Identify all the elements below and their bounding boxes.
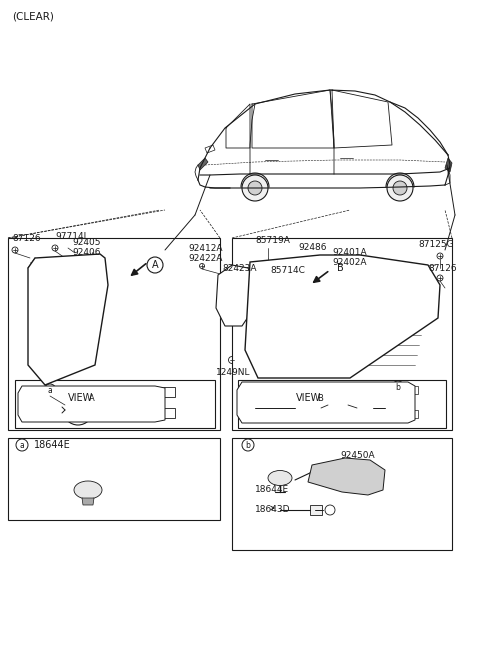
Polygon shape — [445, 158, 452, 172]
Text: a: a — [20, 440, 24, 450]
Circle shape — [295, 395, 321, 421]
Bar — [238, 386, 250, 394]
Text: b: b — [246, 440, 251, 450]
Text: A: A — [152, 260, 158, 270]
Circle shape — [242, 439, 254, 451]
Bar — [8, 238, 220, 430]
Circle shape — [12, 247, 18, 253]
Text: 18644E: 18644E — [34, 440, 71, 450]
Circle shape — [44, 384, 56, 396]
Text: (CLEAR): (CLEAR) — [12, 11, 54, 21]
Polygon shape — [28, 254, 108, 385]
Bar — [310, 505, 322, 515]
Text: 92406: 92406 — [72, 247, 100, 257]
Text: a: a — [48, 386, 52, 394]
Circle shape — [313, 391, 327, 405]
Text: 92401A: 92401A — [332, 247, 367, 257]
Circle shape — [302, 402, 314, 414]
Bar — [406, 410, 418, 418]
Text: 87125G: 87125G — [418, 239, 454, 249]
Circle shape — [333, 400, 343, 410]
Text: 85714C: 85714C — [270, 265, 305, 275]
Text: 85719A: 85719A — [255, 235, 290, 245]
Circle shape — [393, 181, 407, 195]
Text: 82423A: 82423A — [222, 263, 256, 273]
Circle shape — [328, 395, 348, 415]
Bar — [406, 386, 418, 394]
Text: 92405: 92405 — [72, 237, 100, 247]
Text: 92450A: 92450A — [340, 450, 374, 460]
Bar — [8, 438, 220, 520]
Circle shape — [52, 245, 58, 251]
Circle shape — [200, 263, 204, 269]
Bar — [15, 380, 215, 428]
Text: B: B — [336, 263, 343, 273]
Polygon shape — [237, 382, 415, 423]
Text: 1249NL: 1249NL — [216, 368, 251, 376]
Bar — [238, 410, 250, 418]
Polygon shape — [82, 498, 94, 505]
Text: VIEW: VIEW — [296, 393, 321, 403]
Polygon shape — [198, 158, 208, 170]
Ellipse shape — [74, 481, 102, 499]
Text: 87126: 87126 — [12, 233, 41, 243]
Text: 97714L: 97714L — [55, 231, 89, 241]
Circle shape — [63, 395, 93, 425]
Polygon shape — [18, 386, 165, 422]
Polygon shape — [308, 458, 385, 495]
Circle shape — [147, 257, 163, 273]
Circle shape — [277, 275, 283, 281]
Circle shape — [325, 505, 335, 515]
Circle shape — [332, 260, 348, 276]
Text: 18644E: 18644E — [255, 485, 289, 495]
Circle shape — [71, 403, 85, 417]
Bar — [155, 408, 175, 418]
Ellipse shape — [268, 471, 292, 485]
Bar — [238, 380, 446, 428]
Circle shape — [387, 175, 413, 201]
Text: 92486: 92486 — [298, 243, 326, 251]
Circle shape — [85, 391, 99, 405]
Text: 92412A: 92412A — [188, 243, 223, 253]
Circle shape — [248, 181, 262, 195]
Text: 18643D: 18643D — [255, 505, 290, 515]
Circle shape — [437, 275, 443, 281]
Bar — [232, 438, 452, 550]
Text: 87126: 87126 — [428, 263, 456, 273]
Text: A: A — [89, 394, 95, 402]
Text: B: B — [317, 394, 323, 402]
Bar — [155, 387, 175, 397]
Circle shape — [16, 439, 28, 451]
Bar — [232, 238, 452, 430]
Circle shape — [392, 381, 404, 393]
Polygon shape — [205, 145, 215, 153]
Circle shape — [242, 175, 268, 201]
Circle shape — [228, 356, 236, 364]
Text: 92422A: 92422A — [188, 253, 222, 263]
Text: b: b — [396, 382, 400, 392]
Circle shape — [232, 275, 238, 279]
Text: 92402A: 92402A — [332, 257, 367, 267]
Polygon shape — [245, 255, 440, 378]
Circle shape — [437, 253, 443, 259]
Text: VIEW: VIEW — [68, 393, 93, 403]
Polygon shape — [216, 265, 256, 326]
Circle shape — [315, 255, 321, 261]
Circle shape — [357, 400, 373, 416]
